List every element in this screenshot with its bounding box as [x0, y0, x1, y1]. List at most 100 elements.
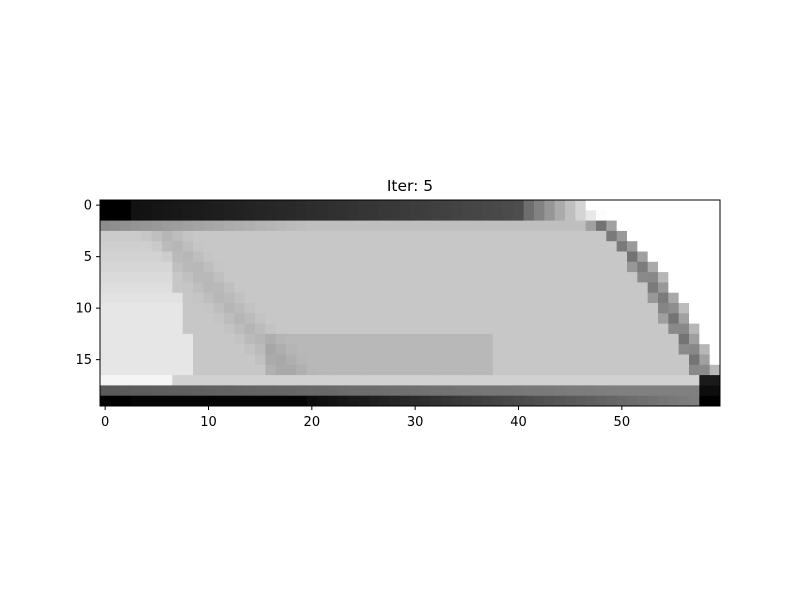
heatmap-cell [193, 230, 204, 242]
heatmap-cell [120, 364, 132, 376]
heatmap-cell [441, 385, 452, 397]
heatmap-cell [709, 251, 721, 263]
heatmap-cell [441, 395, 452, 407]
heatmap-cell [678, 313, 690, 324]
heatmap-cell [637, 210, 649, 221]
heatmap-cell [472, 261, 483, 273]
heatmap-cell [544, 230, 556, 242]
heatmap-cell [379, 210, 390, 221]
heatmap-cell [213, 251, 225, 263]
heatmap-cell [534, 210, 545, 221]
heatmap-cell [606, 303, 618, 314]
heatmap-cell [213, 385, 225, 397]
heatmap-cell [689, 333, 700, 345]
heatmap-cell [224, 200, 235, 211]
heatmap-cell [110, 200, 122, 211]
heatmap-cell [100, 220, 111, 232]
heatmap-cell [616, 230, 628, 242]
heatmap-cell [503, 333, 514, 345]
heatmap-cell [151, 333, 163, 345]
heatmap-cell [678, 375, 690, 386]
heatmap-cell [492, 292, 504, 304]
heatmap-cell [472, 200, 483, 211]
heatmap-cell [379, 385, 390, 397]
heatmap-cell [668, 200, 680, 211]
heatmap-cell [544, 241, 556, 252]
heatmap-cell [678, 241, 690, 252]
heatmap-cell [575, 313, 587, 324]
heatmap-cell [523, 241, 535, 252]
heatmap-cell [172, 200, 184, 211]
heatmap-cell [482, 282, 494, 294]
heatmap-cell [472, 241, 483, 252]
heatmap-cell [244, 282, 256, 294]
heatmap-cell [141, 323, 153, 335]
heatmap-cell [296, 333, 308, 345]
heatmap-cell [709, 354, 721, 366]
heatmap-cell [131, 344, 142, 355]
heatmap-cell [554, 230, 566, 242]
heatmap-cell [482, 375, 494, 386]
heatmap-cell [234, 395, 246, 407]
heatmap-cell [441, 323, 452, 335]
heatmap-cell [213, 303, 225, 314]
heatmap-cell [286, 313, 297, 324]
heatmap-cell [430, 241, 442, 252]
heatmap-cell [523, 303, 535, 314]
heatmap-cell [544, 333, 556, 345]
heatmap-cell [131, 272, 142, 283]
heatmap-cell [275, 241, 287, 252]
heatmap-cell [358, 230, 370, 242]
heatmap-cell [213, 364, 225, 376]
heatmap-cell [255, 220, 266, 232]
heatmap-cell [317, 282, 328, 294]
heatmap-cell [327, 251, 339, 263]
heatmap-cell [358, 323, 370, 335]
y-tick-label: 15 [75, 353, 92, 368]
heatmap-cell [193, 210, 204, 221]
heatmap-cell [482, 323, 494, 335]
heatmap-cell [255, 344, 266, 355]
heatmap-cell [224, 241, 235, 252]
heatmap-cell [120, 354, 132, 366]
heatmap-cell [379, 292, 390, 304]
heatmap-cell [606, 333, 618, 345]
heatmap-cell [389, 230, 401, 242]
heatmap-cell [430, 230, 442, 242]
heatmap-cell [172, 210, 184, 221]
heatmap-cell [182, 292, 194, 304]
heatmap-cell [389, 220, 401, 232]
heatmap-cell [296, 303, 308, 314]
heatmap-cell [337, 292, 349, 304]
heatmap-cell [327, 210, 339, 221]
heatmap-cell [141, 375, 153, 386]
heatmap-cell [658, 210, 669, 221]
heatmap-cell [244, 395, 256, 407]
heatmap-cell [348, 230, 359, 242]
heatmap-cell [141, 282, 153, 294]
heatmap-cell [523, 200, 535, 211]
heatmap-cell [275, 230, 287, 242]
heatmap-cell [482, 333, 494, 345]
heatmap-cell [616, 333, 628, 345]
heatmap-cell [472, 230, 483, 242]
heatmap-cell [120, 220, 132, 232]
heatmap-cell [585, 230, 597, 242]
heatmap-cell [110, 313, 122, 324]
heatmap-cell [255, 282, 266, 294]
heatmap-cell [244, 200, 256, 211]
heatmap-cell [172, 251, 184, 263]
heatmap-cell [596, 333, 607, 345]
heatmap-cell [637, 272, 649, 283]
heatmap-cell [348, 364, 359, 376]
heatmap-cell [585, 261, 597, 273]
heatmap-cell [585, 272, 597, 283]
heatmap-cell [358, 220, 370, 232]
heatmap-cell [120, 241, 132, 252]
heatmap-cell [627, 292, 638, 304]
heatmap-cell [441, 220, 452, 232]
heatmap-cell [203, 364, 215, 376]
heatmap-cell [348, 292, 359, 304]
heatmap-cell [172, 364, 184, 376]
heatmap-cell [296, 395, 308, 407]
